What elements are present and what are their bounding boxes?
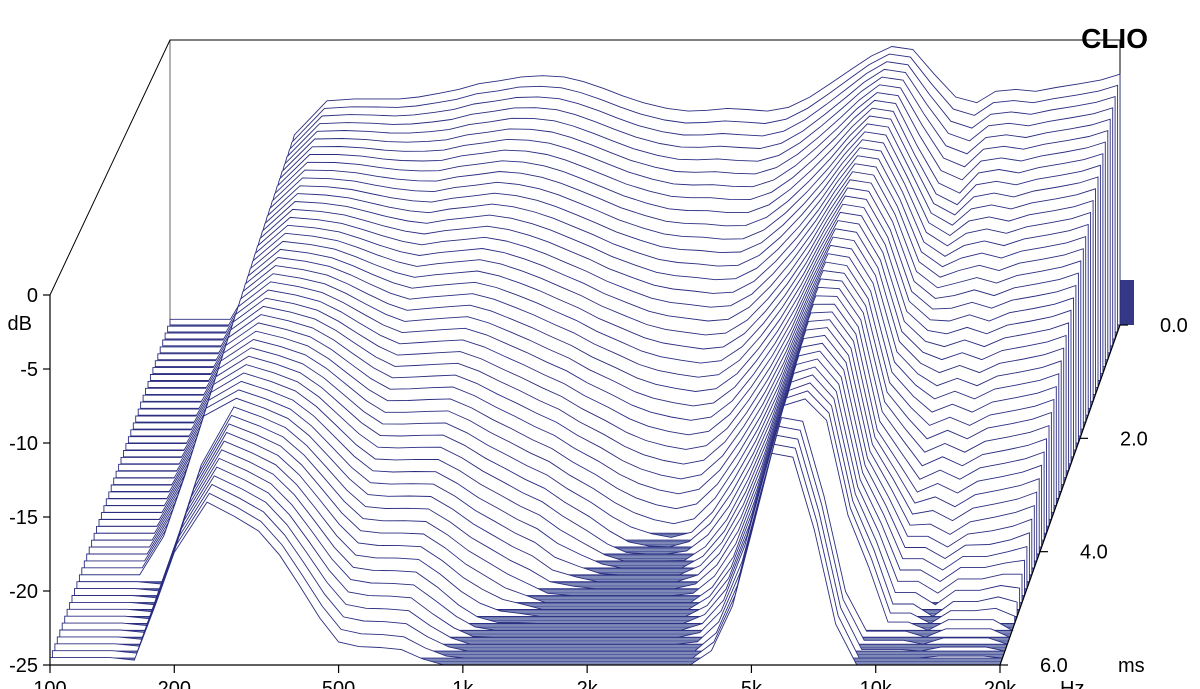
y-axis-label: dB [8, 313, 32, 335]
x-tick-label: 20k [984, 678, 1017, 689]
y-tick-label: -10 [9, 433, 38, 455]
y-tick-label: -20 [9, 581, 38, 603]
z-tick-label: 4.0 [1080, 542, 1108, 564]
x-axis-label: Hz [1060, 678, 1084, 689]
brand-label: CLIO [1081, 23, 1148, 54]
y-tick-label: -25 [9, 655, 38, 677]
z-tick-label: 0.0 [1160, 315, 1188, 337]
x-tick-label: 10k [860, 678, 893, 689]
x-tick-label: 1k [452, 678, 474, 689]
x-tick-label: 5k [741, 678, 763, 689]
decay-slices [50, 47, 1120, 666]
x-tick-label: 200 [158, 678, 191, 689]
z-tick-label: 6.0 [1040, 655, 1068, 677]
waterfall-plot: 0 -5 -10 -15 -20 -25 dB 100 200 500 1k 2k 5k 10k 20k Hz… [0, 0, 1200, 689]
z-axis-label: ms [1118, 655, 1145, 677]
x-tick-label: 500 [322, 678, 355, 689]
x-tick-label: 100 [33, 678, 66, 689]
z-tick-label: 2.0 [1120, 428, 1148, 450]
y-tick-label: 0 [27, 285, 38, 307]
y-tick-label: -15 [9, 507, 38, 529]
y-tick-label: -5 [20, 359, 38, 381]
x-tick-label: 2k [577, 678, 599, 689]
